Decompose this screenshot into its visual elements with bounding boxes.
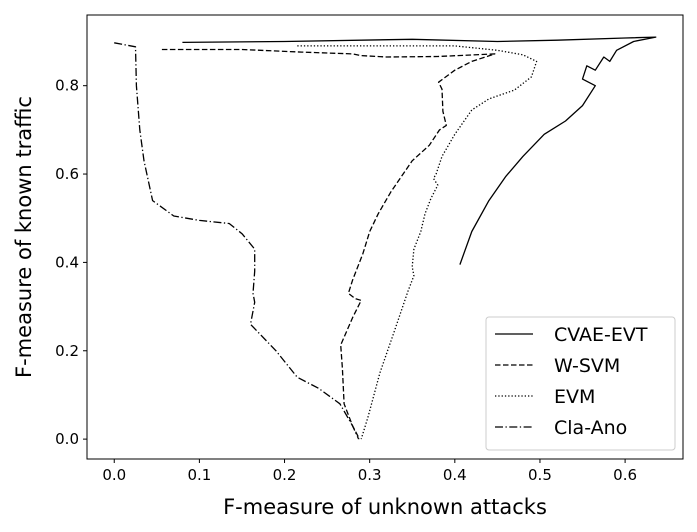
x-axis-label: F-measure of unknown attacks: [223, 495, 547, 519]
x-tick-label: 0.0: [102, 466, 126, 484]
x-tick-label: 0.5: [528, 466, 552, 484]
y-tick-label: 0.6: [55, 165, 79, 183]
series-line-evm: [297, 45, 538, 440]
legend-label: W-SVM: [554, 355, 620, 377]
legend: CVAE-EVT W-SVM EVM Cla-Ano: [485, 316, 676, 451]
series-layer: [114, 36, 657, 440]
legend-label: Cla-Ano: [554, 417, 627, 439]
x-tick-label: 0.6: [613, 466, 637, 484]
y-axis-label: F-measure of known traffic: [12, 96, 36, 378]
y-axis-ticks: 0.0 0.2 0.4 0.6 0.8: [55, 77, 87, 448]
legend-label: EVM: [554, 386, 595, 408]
legend-label: CVAE-EVT: [554, 324, 648, 346]
x-tick-label: 0.3: [358, 466, 382, 484]
y-tick-label: 0.8: [55, 77, 79, 95]
x-axis-ticks: 0.0 0.1 0.2 0.3 0.4 0.5 0.6: [102, 459, 637, 484]
series-line-cvae-evt: [182, 36, 657, 265]
y-tick-label: 0.0: [55, 430, 79, 448]
x-tick-label: 0.1: [187, 466, 211, 484]
legend-box: [485, 316, 676, 451]
y-tick-label: 0.4: [55, 253, 79, 271]
series-line-cla-ano: [114, 42, 360, 440]
y-tick-label: 0.2: [55, 342, 79, 360]
x-tick-label: 0.4: [443, 466, 467, 484]
series-line-w-svm: [161, 48, 496, 440]
x-tick-label: 0.2: [273, 466, 297, 484]
plot-area-frame: [86, 14, 684, 460]
